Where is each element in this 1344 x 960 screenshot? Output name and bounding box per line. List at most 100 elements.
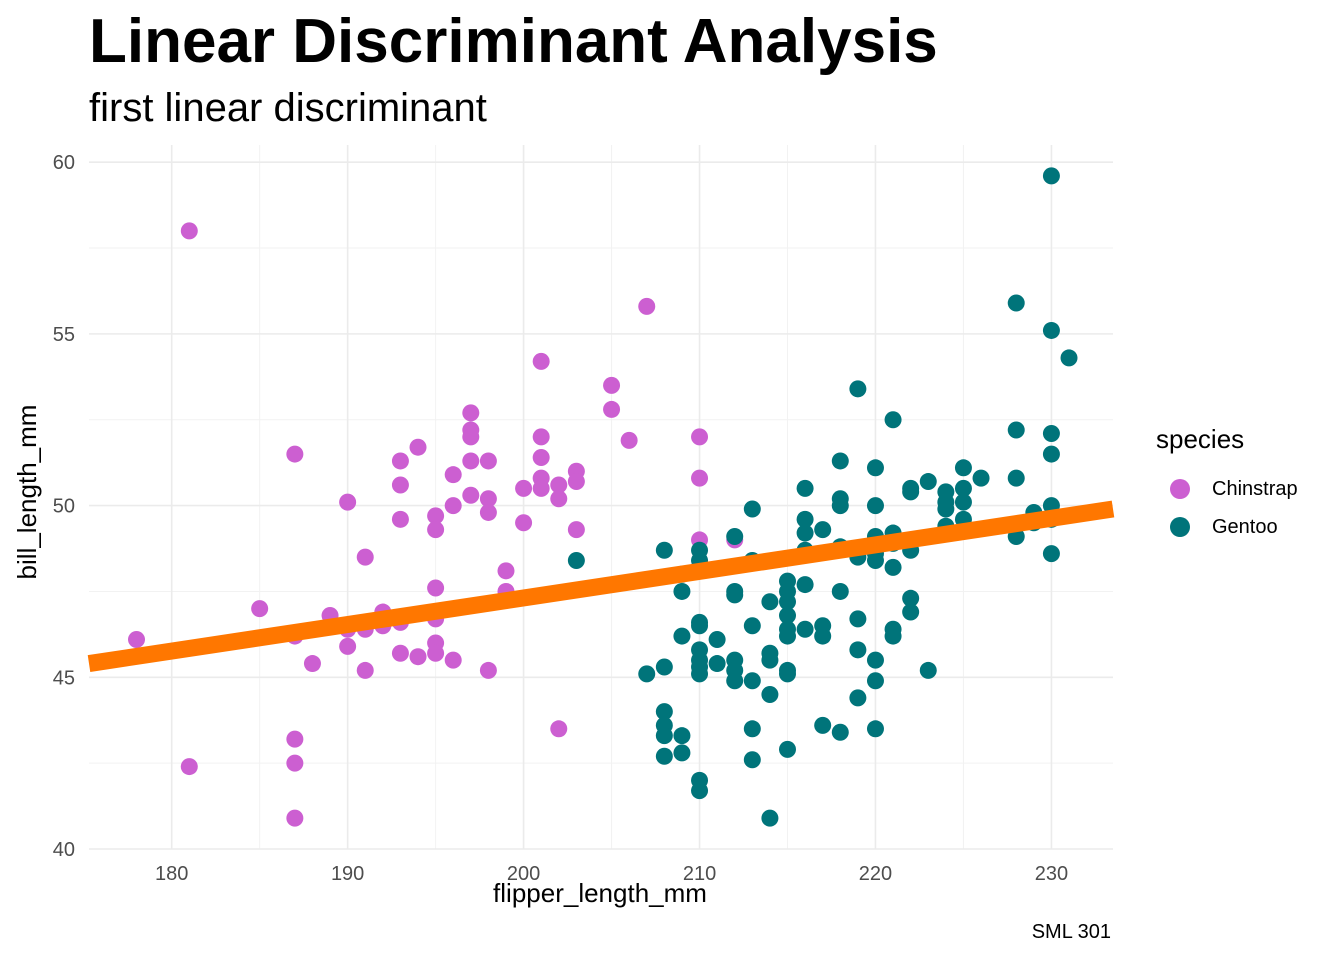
- data-point-gentoo: [761, 651, 779, 669]
- data-point-gentoo: [814, 716, 832, 734]
- data-point-gentoo: [849, 689, 867, 707]
- data-point-gentoo: [655, 658, 673, 676]
- data-points: [128, 167, 1078, 827]
- data-point-gentoo: [1042, 167, 1060, 185]
- data-point-chinstrap: [391, 510, 409, 528]
- data-point-gentoo: [796, 576, 814, 594]
- data-point-gentoo: [779, 740, 797, 758]
- data-point-chinstrap: [532, 352, 550, 370]
- data-point-gentoo: [972, 469, 990, 487]
- data-point-gentoo: [902, 589, 920, 607]
- chart-title: Linear Discriminant Analysis: [89, 7, 938, 76]
- data-point-gentoo: [954, 459, 972, 477]
- data-point-chinstrap: [479, 661, 497, 679]
- data-point-gentoo: [726, 672, 744, 690]
- data-point-chinstrap: [462, 486, 480, 504]
- data-point-gentoo: [866, 552, 884, 570]
- data-point-gentoo: [673, 727, 691, 745]
- data-point-gentoo: [902, 603, 920, 621]
- data-point-gentoo: [831, 582, 849, 600]
- legend-label: Gentoo: [1212, 515, 1278, 538]
- data-point-gentoo: [954, 493, 972, 511]
- data-point-chinstrap: [286, 754, 304, 772]
- data-point-chinstrap: [550, 476, 568, 494]
- data-point-chinstrap: [303, 655, 321, 673]
- data-point-gentoo: [779, 665, 797, 683]
- data-point-gentoo: [1060, 349, 1078, 367]
- data-point-gentoo: [638, 665, 656, 683]
- y-tick-label: 45: [53, 667, 75, 689]
- data-point-gentoo: [866, 651, 884, 669]
- data-point-gentoo: [743, 751, 761, 769]
- data-point-chinstrap: [128, 631, 146, 649]
- data-point-gentoo: [866, 459, 884, 477]
- data-point-chinstrap: [356, 661, 374, 679]
- data-point-gentoo: [884, 627, 902, 645]
- data-point-gentoo: [779, 627, 797, 645]
- data-point-gentoo: [655, 727, 673, 745]
- data-point-gentoo: [884, 558, 902, 576]
- data-point-chinstrap: [638, 297, 656, 315]
- data-point-chinstrap: [356, 548, 374, 566]
- data-point-gentoo: [866, 672, 884, 690]
- data-point-chinstrap: [567, 473, 585, 491]
- data-point-gentoo: [567, 552, 585, 570]
- data-point-chinstrap: [427, 579, 445, 597]
- x-axis-tick-labels: 180 190 200 210 220 230: [155, 863, 1068, 885]
- data-point-gentoo: [919, 473, 937, 491]
- data-point-gentoo: [655, 703, 673, 721]
- data-point-gentoo: [849, 610, 867, 628]
- x-tick-label: 190: [331, 863, 364, 885]
- x-tick-label: 180: [155, 863, 188, 885]
- data-point-gentoo: [849, 380, 867, 398]
- data-point-gentoo: [814, 627, 832, 645]
- y-axis-title: bill_length_mm: [12, 405, 42, 580]
- data-point-chinstrap: [603, 376, 621, 394]
- data-point-chinstrap: [391, 644, 409, 662]
- data-point-chinstrap: [286, 809, 304, 827]
- data-point-gentoo: [1007, 421, 1025, 439]
- data-point-chinstrap: [479, 490, 497, 508]
- data-point-chinstrap: [251, 600, 269, 618]
- data-point-chinstrap: [479, 452, 497, 470]
- data-point-gentoo: [743, 617, 761, 635]
- data-point-chinstrap: [515, 479, 533, 497]
- y-axis-tick-labels: 40 45 50 55 60: [53, 152, 75, 861]
- data-point-chinstrap: [339, 493, 357, 511]
- legend: species Chinstrap Gentoo: [1156, 422, 1298, 546]
- data-point-gentoo: [796, 510, 814, 528]
- data-point-gentoo: [708, 631, 726, 649]
- legend-item-gentoo: Gentoo: [1156, 508, 1298, 546]
- data-point-gentoo: [726, 586, 744, 604]
- data-point-chinstrap: [515, 514, 533, 532]
- data-point-gentoo: [726, 527, 744, 545]
- data-point-gentoo: [1042, 424, 1060, 442]
- data-point-gentoo: [831, 497, 849, 515]
- data-point-chinstrap: [409, 438, 427, 456]
- data-point-gentoo: [937, 500, 955, 518]
- legend-label: Chinstrap: [1212, 477, 1298, 500]
- data-point-gentoo: [779, 606, 797, 624]
- data-point-chinstrap: [286, 730, 304, 748]
- data-point-chinstrap: [391, 452, 409, 470]
- data-point-gentoo: [919, 661, 937, 679]
- data-point-gentoo: [743, 672, 761, 690]
- data-point-chinstrap: [427, 644, 445, 662]
- legend-items: Chinstrap Gentoo: [1156, 470, 1298, 546]
- data-point-gentoo: [849, 641, 867, 659]
- data-point-chinstrap: [462, 428, 480, 446]
- data-point-chinstrap: [620, 431, 638, 449]
- data-point-chinstrap: [427, 521, 445, 539]
- data-point-chinstrap: [479, 503, 497, 521]
- y-tick-label: 55: [53, 324, 75, 346]
- data-point-gentoo: [831, 723, 849, 741]
- data-point-chinstrap: [444, 651, 462, 669]
- data-point-chinstrap: [444, 497, 462, 515]
- data-point-gentoo: [954, 479, 972, 497]
- data-point-gentoo: [708, 655, 726, 673]
- y-tick-label: 50: [53, 496, 75, 518]
- data-point-gentoo: [691, 665, 709, 683]
- data-point-chinstrap: [691, 428, 709, 446]
- data-point-chinstrap: [462, 404, 480, 422]
